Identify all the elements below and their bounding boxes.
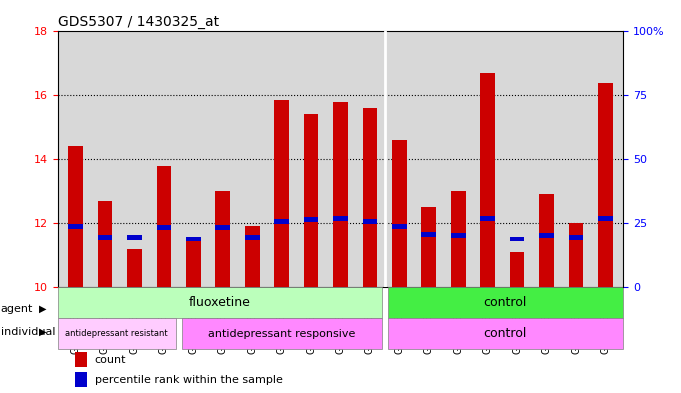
Bar bbox=[422, 207, 436, 287]
Text: agent: agent bbox=[1, 303, 33, 314]
Bar bbox=[451, 191, 466, 287]
Bar bbox=[392, 224, 407, 229]
Bar bbox=[362, 108, 377, 287]
Bar bbox=[97, 235, 112, 240]
Bar bbox=[127, 235, 142, 240]
Bar bbox=[215, 191, 230, 287]
Bar bbox=[127, 249, 142, 287]
Text: control: control bbox=[484, 296, 527, 309]
Bar bbox=[245, 226, 259, 287]
Text: fluoxetine: fluoxetine bbox=[189, 296, 251, 309]
Bar bbox=[333, 216, 348, 220]
Text: ▶: ▶ bbox=[39, 303, 46, 314]
Bar bbox=[392, 140, 407, 287]
Bar bbox=[333, 102, 348, 287]
Bar bbox=[362, 219, 377, 224]
Bar bbox=[598, 216, 613, 220]
Bar bbox=[75, 372, 87, 387]
Bar bbox=[510, 237, 524, 241]
Bar bbox=[539, 194, 554, 287]
Text: control: control bbox=[484, 327, 527, 340]
Text: ▶: ▶ bbox=[39, 327, 46, 337]
Bar bbox=[387, 318, 623, 349]
Bar bbox=[157, 165, 171, 287]
Text: antidepressant resistant: antidepressant resistant bbox=[65, 329, 168, 338]
Bar bbox=[182, 318, 382, 349]
Bar bbox=[58, 318, 176, 349]
Bar bbox=[157, 226, 171, 230]
Bar bbox=[215, 226, 230, 230]
Bar bbox=[274, 219, 289, 224]
Bar bbox=[598, 83, 613, 287]
Text: individual: individual bbox=[1, 327, 55, 337]
Bar bbox=[480, 216, 495, 220]
Bar bbox=[569, 235, 584, 240]
Bar bbox=[451, 233, 466, 238]
Bar bbox=[97, 201, 112, 287]
Bar bbox=[569, 223, 584, 287]
Bar bbox=[539, 233, 554, 238]
Text: percentile rank within the sample: percentile rank within the sample bbox=[95, 375, 283, 384]
Text: antidepressant responsive: antidepressant responsive bbox=[208, 329, 355, 339]
Bar bbox=[68, 224, 83, 229]
Bar bbox=[75, 352, 87, 367]
Bar bbox=[58, 287, 382, 318]
Bar bbox=[68, 146, 83, 287]
Bar bbox=[274, 100, 289, 287]
Bar bbox=[304, 217, 319, 222]
Bar bbox=[186, 237, 201, 241]
Bar bbox=[510, 252, 524, 287]
Text: GDS5307 / 1430325_at: GDS5307 / 1430325_at bbox=[58, 15, 219, 29]
Bar bbox=[245, 235, 259, 240]
Bar bbox=[186, 239, 201, 287]
Bar bbox=[304, 114, 319, 287]
Bar bbox=[387, 287, 623, 318]
Text: count: count bbox=[95, 354, 126, 365]
Bar bbox=[422, 232, 436, 237]
Bar bbox=[480, 73, 495, 287]
